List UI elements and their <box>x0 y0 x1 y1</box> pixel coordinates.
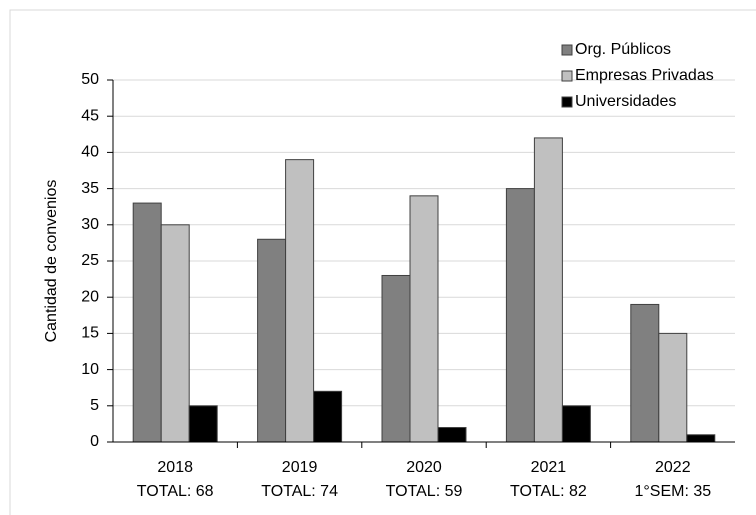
bar <box>257 238 287 443</box>
y-tick-label: 50 <box>81 71 99 88</box>
bar <box>630 303 660 443</box>
bar <box>686 434 716 443</box>
bar <box>313 390 343 443</box>
x-tick-sublabel: TOTAL: 59 <box>386 483 463 500</box>
legend-swatch <box>561 70 573 82</box>
y-tick-label: 45 <box>81 107 99 124</box>
x-tick-label: 2018 <box>157 459 193 476</box>
bar <box>381 274 411 443</box>
y-tick-label: 15 <box>81 325 99 342</box>
bar <box>160 224 190 443</box>
x-tick-label: 2022 <box>655 459 691 476</box>
legend-label: Empresas Privadas <box>575 67 714 84</box>
y-tick-label: 40 <box>81 144 99 161</box>
y-tick-label: 30 <box>81 216 99 233</box>
bar <box>409 195 439 443</box>
x-tick-sublabel: TOTAL: 74 <box>261 483 338 500</box>
y-tick-label: 20 <box>81 288 99 305</box>
x-tick-sublabel: 1°SEM: 35 <box>634 483 711 500</box>
chart-frame <box>9 9 756 515</box>
y-tick-label: 10 <box>81 361 99 378</box>
legend-label: Org. Públicos <box>575 41 671 58</box>
x-tick-sublabel: TOTAL: 68 <box>137 483 214 500</box>
bar <box>437 427 467 443</box>
y-axis-label: Cantidad de convenios <box>43 180 60 343</box>
bar <box>188 405 218 443</box>
legend-label: Universidades <box>575 93 676 110</box>
y-tick-label: 0 <box>90 433 99 450</box>
y-tick-label: 25 <box>81 252 99 269</box>
bar <box>132 202 162 443</box>
legend-swatch <box>561 96 573 108</box>
bar <box>285 159 315 443</box>
x-tick-sublabel: TOTAL: 82 <box>510 483 587 500</box>
bar <box>658 332 688 443</box>
x-tick-label: 2021 <box>531 459 567 476</box>
bar <box>561 405 591 443</box>
x-tick-label: 2020 <box>406 459 442 476</box>
y-tick-label: 35 <box>81 180 99 197</box>
y-tick-label: 5 <box>90 397 99 414</box>
legend-swatch <box>561 44 573 56</box>
bar <box>505 188 535 443</box>
bar <box>533 137 563 443</box>
x-tick-label: 2019 <box>282 459 318 476</box>
